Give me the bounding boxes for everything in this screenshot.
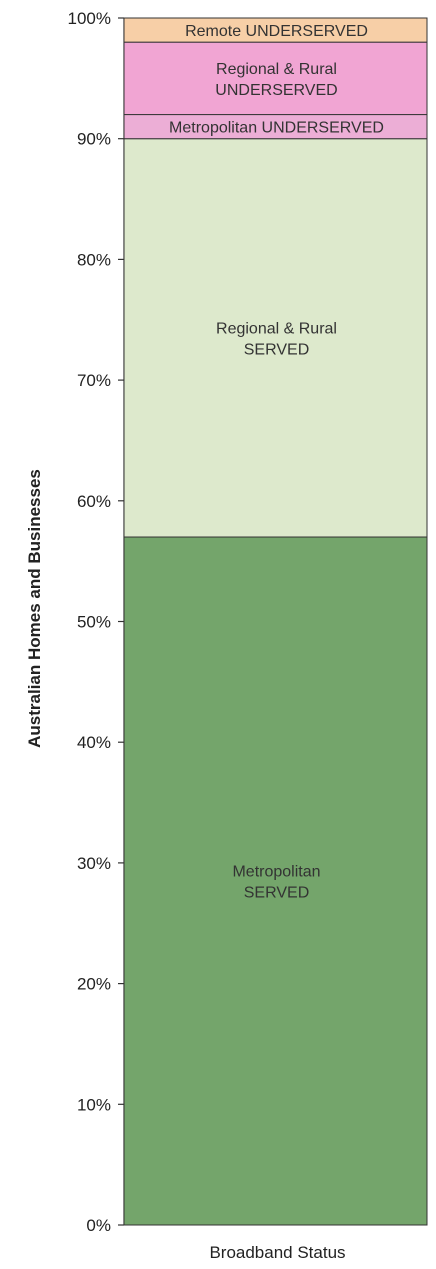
segment-label-line: UNDERSERVED: [215, 82, 337, 99]
segment-label: Regional & Rural SERVED: [216, 320, 337, 358]
segment-label: Metropolitan SERVED: [232, 864, 320, 902]
segment-label: Remote UNDERSERVED: [185, 23, 368, 40]
y-tick-label: 60%: [77, 492, 111, 511]
y-tick-label: 90%: [77, 130, 111, 149]
x-axis-title: Broadband Status: [209, 1243, 345, 1262]
bar-segment: [123, 114, 428, 140]
segment-label-line: SERVED: [244, 885, 310, 902]
y-tick-label: 10%: [77, 1095, 111, 1114]
segment-label: Metropolitan UNDERSERVED: [169, 120, 384, 137]
bar-segment: [123, 536, 428, 1226]
segment-label-line: Metropolitan UNDERSERVED: [169, 120, 384, 137]
y-tick-label: 30%: [77, 854, 111, 873]
segment-label-line: Metropolitan: [232, 864, 320, 881]
segment-label-line: Remote UNDERSERVED: [185, 23, 368, 40]
y-tick-label: 50%: [77, 613, 111, 632]
y-axis: 0% 10% 20% 30% 40% 50% 60% 70% 80% 90% 100%: [68, 9, 125, 1235]
bar-segments: [123, 17, 428, 1226]
y-tick-label: 70%: [77, 371, 111, 390]
bar-segment: [123, 41, 428, 116]
bar-segment: [123, 138, 428, 538]
segment-label: Regional & Rural UNDERSERVED: [215, 61, 337, 99]
segment-label-line: SERVED: [244, 341, 310, 358]
segment-label-line: Regional & Rural: [216, 320, 337, 337]
y-tick-label: 100%: [68, 9, 111, 28]
y-tick-label: 0%: [86, 1216, 111, 1235]
segment-label-line: Regional & Rural: [216, 61, 337, 78]
segment-labels: Metropolitan SERVED Regional & Rural SERVED…: [169, 23, 384, 901]
y-tick-label: 20%: [77, 975, 111, 994]
y-tick-label: 40%: [77, 733, 111, 752]
bar-segment: [123, 17, 428, 43]
y-axis-title: Australian Homes and Businesses: [25, 469, 44, 748]
y-tick-label: 80%: [77, 250, 111, 269]
